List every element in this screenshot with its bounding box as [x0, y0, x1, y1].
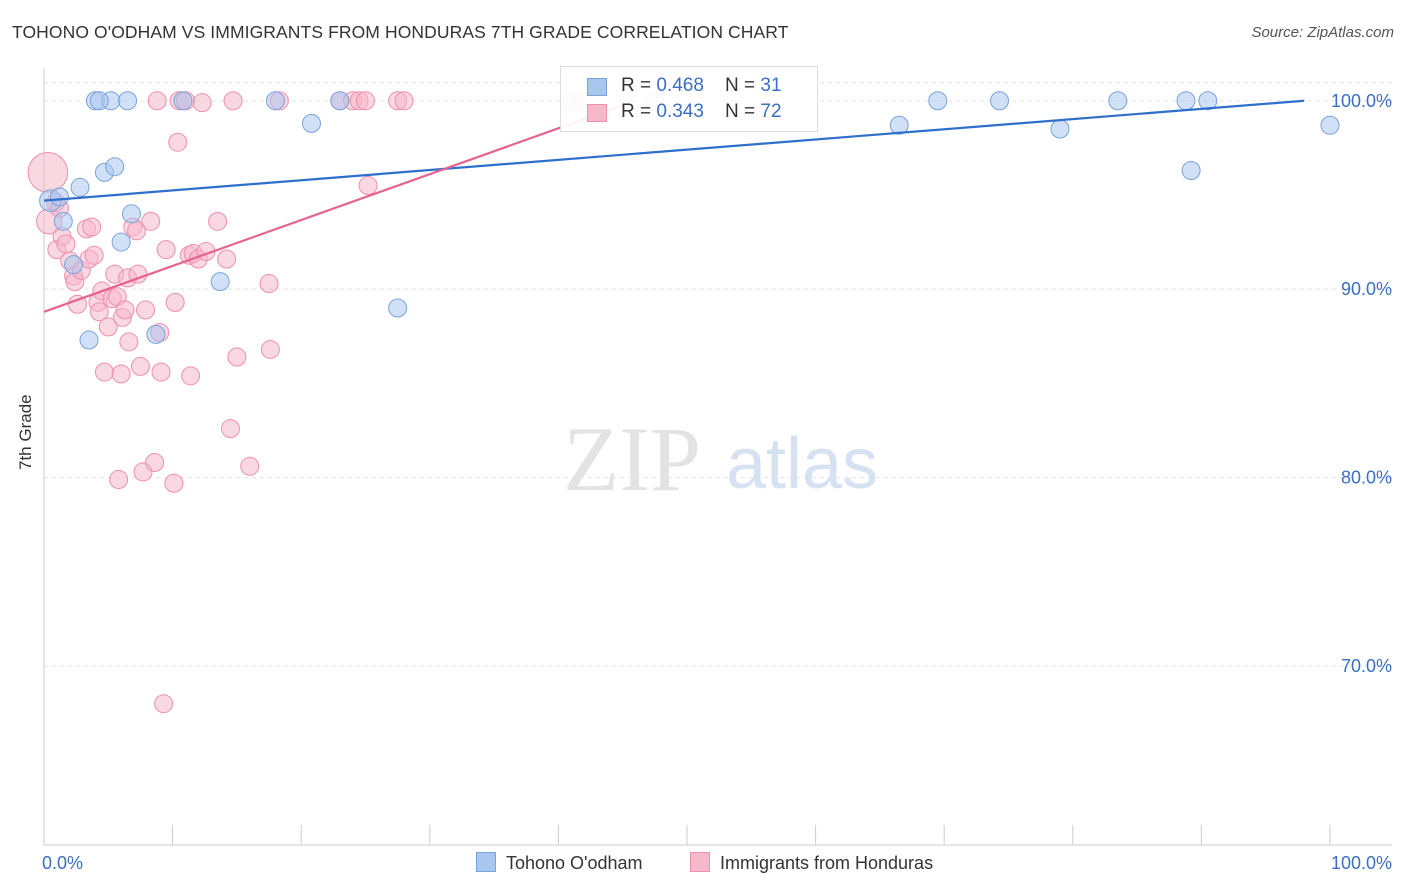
bottom-legend-tohono: Tohono O'odham	[476, 852, 643, 874]
watermark-atlas: atlas	[726, 424, 878, 504]
point-tohono	[330, 91, 350, 111]
point-tohono	[1198, 91, 1218, 111]
point-tohono	[388, 298, 408, 318]
y-tick-label: 70.0%	[1341, 656, 1392, 676]
point-honduras	[165, 292, 185, 312]
point-tohono	[146, 324, 166, 344]
y-axis-label: 7th Grade	[16, 394, 35, 470]
point-honduras	[141, 211, 161, 231]
legend-swatch-tohono	[587, 78, 607, 96]
point-tohono	[173, 91, 193, 111]
point-honduras	[208, 211, 228, 231]
point-tohono	[1108, 91, 1128, 111]
point-honduras	[67, 294, 87, 314]
point-tohono	[70, 177, 90, 197]
trend-line-honduras	[43, 99, 636, 313]
watermark-zip: ZIP	[563, 408, 701, 510]
point-honduras	[260, 339, 280, 359]
legend-n-label: N =	[725, 75, 761, 96]
point-tohono	[118, 91, 138, 111]
stats-legend: R = 0.468 N = 31 R = 0.343 N = 72	[560, 66, 818, 132]
point-tohono	[210, 272, 230, 292]
x-tick-label-min: 0.0%	[42, 853, 83, 873]
point-honduras	[356, 91, 375, 111]
point-honduras	[394, 91, 414, 111]
point-honduras	[56, 234, 76, 254]
point-tohono	[49, 187, 69, 207]
y-tick-label: 100.0%	[1331, 91, 1392, 111]
point-honduras	[156, 240, 176, 260]
point-tohono	[928, 91, 948, 111]
point-tohono	[989, 91, 1009, 111]
trend-lines	[43, 99, 1305, 313]
tick-labels: 70.0% 80.0% 90.0% 100.0% 0.0% 100.0%	[42, 91, 1392, 873]
point-tohono	[79, 330, 99, 350]
source-credit: Source: ZipAtlas.com	[1251, 24, 1394, 41]
legend-r-value-tohono: 0.468	[656, 75, 704, 96]
point-honduras	[168, 132, 188, 152]
point-tohono	[1181, 160, 1201, 180]
point-tohono	[53, 211, 73, 231]
point-honduras	[109, 469, 129, 489]
legend-r-label: R =	[621, 75, 657, 96]
bottom-legend-swatch-honduras	[690, 852, 710, 872]
point-honduras	[358, 176, 378, 196]
point-honduras	[111, 364, 131, 384]
point-tohono	[64, 255, 84, 275]
y-tick-label: 80.0%	[1341, 468, 1392, 488]
point-honduras	[154, 694, 174, 714]
point-honduras	[192, 93, 212, 113]
point-tohono	[301, 113, 321, 133]
point-honduras	[259, 274, 279, 294]
point-tohono	[121, 204, 141, 224]
bottom-legend-honduras: Immigrants from Honduras	[690, 852, 933, 874]
point-tohono	[105, 157, 125, 177]
point-honduras	[151, 362, 171, 382]
watermark: ZIP atlas	[563, 408, 878, 510]
chart-title: TOHONO O'ODHAM VS IMMIGRANTS FROM HONDUR…	[12, 22, 789, 42]
point-honduras	[164, 473, 184, 493]
legend-n-value-tohono: 31	[760, 75, 782, 96]
point-honduras	[136, 300, 156, 320]
point-honduras	[89, 302, 109, 322]
point-tohono	[1050, 119, 1070, 139]
legend-r-value-honduras: 0.343	[656, 101, 704, 122]
point-tohono	[89, 91, 109, 111]
point-honduras	[98, 317, 118, 337]
point-honduras	[94, 362, 114, 382]
legend-r-label: R =	[621, 101, 657, 122]
bottom-legend-label-honduras: Immigrants from Honduras	[720, 853, 934, 873]
point-honduras	[220, 419, 240, 439]
y-tick-label: 90.0%	[1341, 279, 1392, 299]
legend-n-value-honduras: 72	[760, 101, 782, 122]
bottom-legend-swatch-tohono	[476, 852, 496, 872]
point-tohono	[1176, 91, 1196, 111]
trend-line-tohono	[43, 99, 1305, 202]
point-honduras	[181, 366, 201, 386]
point-honduras	[147, 91, 167, 111]
point-tohono	[1320, 115, 1340, 135]
point-honduras	[145, 453, 165, 473]
point-honduras	[27, 152, 69, 193]
bottom-legend-label-tohono: Tohono O'odham	[506, 853, 643, 873]
point-honduras	[119, 332, 139, 352]
point-tohono	[889, 115, 909, 135]
legend-n-label: N =	[725, 101, 761, 122]
point-tohono	[111, 232, 131, 252]
point-honduras	[115, 300, 135, 320]
point-honduras	[84, 245, 104, 265]
legend-swatch-honduras	[587, 104, 607, 122]
point-tohono	[265, 91, 285, 111]
point-honduras	[240, 456, 260, 476]
point-honduras	[223, 91, 243, 111]
point-honduras	[227, 347, 247, 367]
x-tick-label-max: 100.0%	[1331, 853, 1392, 873]
point-honduras	[217, 249, 237, 269]
series-honduras-points	[27, 91, 592, 714]
point-honduras	[82, 217, 102, 237]
point-honduras	[130, 356, 150, 376]
